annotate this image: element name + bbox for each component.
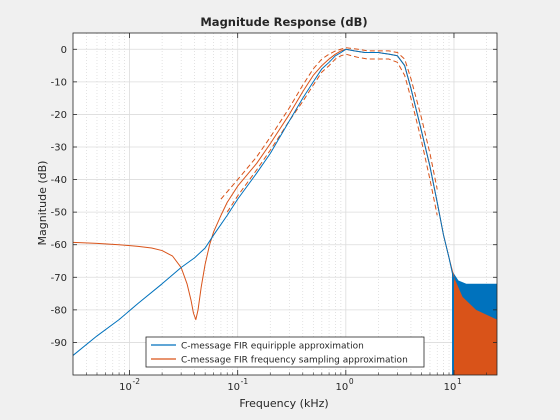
legend: C-message FIR equiripple approximation C-… [145, 336, 425, 368]
x-tick-label: 10 [444, 382, 457, 393]
axes-background [73, 33, 497, 375]
x-tick-exponent: 0 [349, 377, 354, 386]
legend-entry: C-message FIR frequency sampling approxi… [181, 355, 408, 365]
plot-area: 0-10-20-30-40-50-60-70-80-9010-210-11001… [51, 32, 498, 393]
x-tick-label: 10 [119, 382, 132, 393]
y-tick-label: -60 [51, 240, 67, 251]
upper-mask-line [220, 47, 438, 200]
freq-sampling-stopband-ripple [453, 277, 497, 375]
x-tick-exponent: 1 [457, 377, 462, 386]
lower-mask-line [226, 53, 438, 216]
y-tick-label: -90 [51, 338, 67, 349]
curves [73, 47, 497, 375]
axes-box [72, 32, 498, 376]
y-tick-label: -50 [51, 208, 67, 219]
x-tick-label: 10 [335, 382, 348, 393]
y-tick-label: -10 [51, 77, 67, 88]
y-tick-label: -20 [51, 110, 67, 121]
y-axis-label: Magnitude (dB) [36, 161, 49, 246]
y-tick-label: 0 [61, 45, 67, 56]
x-tick-exponent: -1 [241, 377, 249, 386]
y-tick-label: -80 [51, 305, 67, 316]
x-axis-label: Frequency (kHz) [239, 397, 328, 410]
x-tick-label: 10 [227, 382, 240, 393]
legend-box [145, 336, 425, 368]
y-tick-label: -30 [51, 143, 67, 154]
y-tick-label: -70 [51, 273, 67, 284]
chart-title: Magnitude Response (dB) [200, 15, 367, 29]
equiripple-line [73, 48, 455, 356]
legend-entry: C-message FIR equiripple approximation [181, 341, 364, 351]
x-tick-exponent: -2 [133, 377, 141, 386]
y-tick-label: -40 [51, 175, 67, 186]
